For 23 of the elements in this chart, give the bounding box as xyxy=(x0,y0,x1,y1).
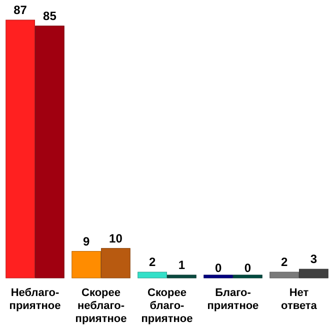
x-tick-label: Скорее благо- приятное xyxy=(141,287,193,325)
bar xyxy=(270,272,299,278)
data-label: 87 xyxy=(14,3,28,17)
bar xyxy=(167,274,196,278)
x-tick-label: Благо- приятное xyxy=(207,287,259,312)
bar xyxy=(299,268,328,278)
data-label: 1 xyxy=(178,258,186,272)
data-label: 10 xyxy=(109,231,123,246)
bar xyxy=(72,251,101,278)
data-label: 3 xyxy=(310,252,318,266)
bar xyxy=(35,26,64,278)
x-tick-label: Нет ответа xyxy=(281,287,318,312)
data-label: 2 xyxy=(148,255,156,270)
x-tick-label: Скорее неблаго- приятное xyxy=(75,287,127,325)
bar xyxy=(6,20,35,278)
bar xyxy=(101,248,130,278)
x-tick-label: Неблаго- приятное xyxy=(9,287,61,312)
data-label: 9 xyxy=(82,234,90,248)
data-label: 2 xyxy=(280,255,288,270)
data-label: 85 xyxy=(43,8,57,23)
data-label: 0 xyxy=(214,261,222,275)
data-label: 0 xyxy=(244,261,252,275)
bar xyxy=(138,272,167,278)
